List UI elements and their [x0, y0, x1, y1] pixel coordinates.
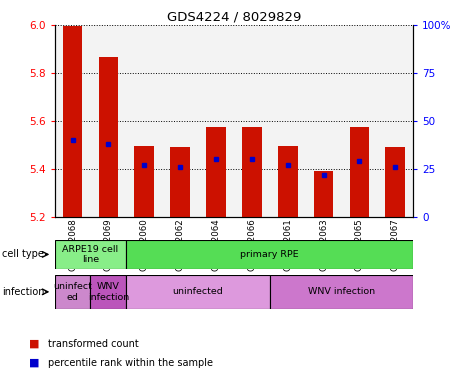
Text: uninfected: uninfected	[173, 287, 223, 296]
Bar	[198, 25, 234, 217]
Bar	[126, 275, 270, 309]
Title: GDS4224 / 8029829: GDS4224 / 8029829	[167, 11, 301, 24]
Text: primary RPE: primary RPE	[240, 250, 299, 259]
Bar	[206, 127, 226, 217]
Bar	[98, 57, 118, 217]
Bar	[63, 26, 83, 217]
Text: infection: infection	[2, 287, 45, 297]
Bar	[270, 275, 413, 309]
Bar	[162, 25, 198, 217]
Text: WNV infection: WNV infection	[308, 287, 375, 296]
Bar	[91, 275, 126, 309]
Text: ■: ■	[28, 339, 39, 349]
Bar	[342, 25, 378, 217]
Text: transformed count: transformed count	[48, 339, 138, 349]
Bar	[242, 127, 262, 217]
Text: WNV
infection: WNV infection	[88, 282, 129, 301]
Bar	[126, 240, 413, 269]
Text: percentile rank within the sample: percentile rank within the sample	[48, 358, 212, 368]
Bar	[55, 25, 90, 217]
Bar	[278, 146, 298, 217]
Bar	[377, 25, 413, 217]
Bar	[314, 171, 333, 217]
Text: ■: ■	[28, 358, 39, 368]
Text: ARPE19 cell
line: ARPE19 cell line	[62, 245, 119, 264]
Bar	[385, 147, 405, 217]
Bar	[55, 240, 126, 269]
Text: cell type: cell type	[2, 249, 44, 260]
Bar	[90, 25, 126, 217]
Bar	[350, 127, 370, 217]
Bar	[170, 147, 190, 217]
Text: uninfect
ed: uninfect ed	[53, 282, 92, 301]
Bar	[134, 146, 154, 217]
Bar	[126, 25, 162, 217]
Bar	[234, 25, 270, 217]
Bar	[270, 25, 306, 217]
Bar	[55, 275, 91, 309]
Bar	[306, 25, 342, 217]
